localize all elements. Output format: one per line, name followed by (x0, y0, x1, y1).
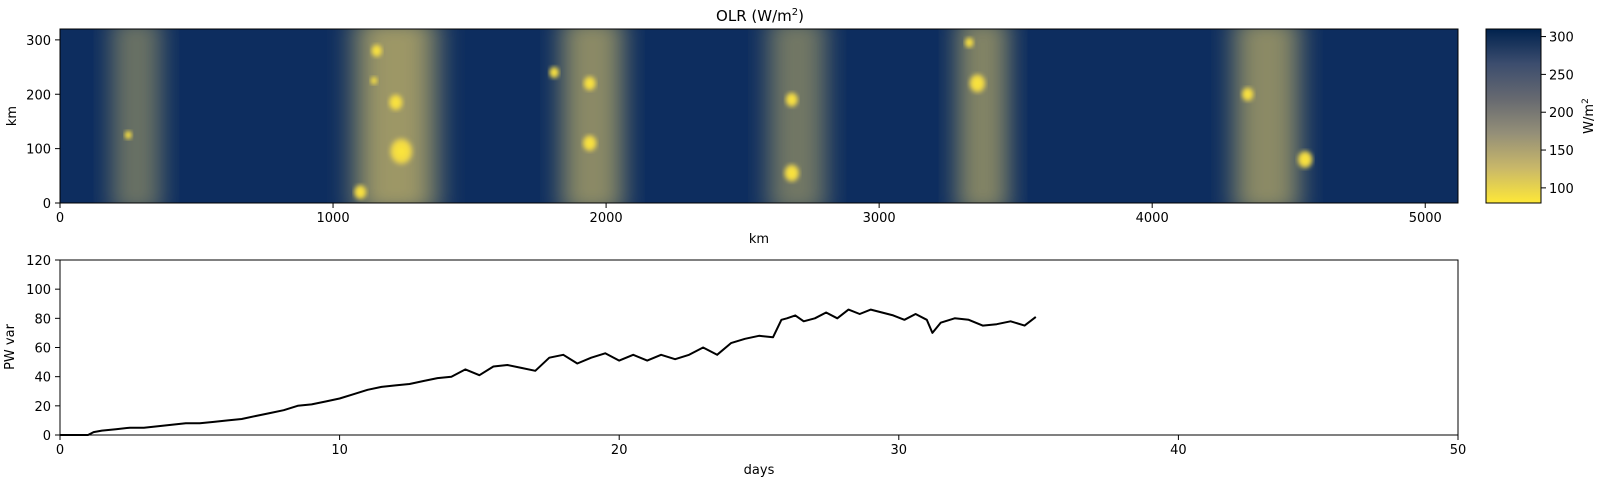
colorbar-tick-label: 250 (1549, 68, 1574, 83)
olr-cell-0 (124, 130, 133, 140)
olr-x-tick-label: 5000 (1409, 211, 1442, 226)
pwvar-y-label: PW var (3, 323, 18, 369)
olr-title: OLR (W/m2) (716, 7, 804, 25)
pwvar-y-tick-label: 60 (34, 342, 51, 357)
colorbar-tick-label: 200 (1549, 106, 1574, 121)
pwvar-x-tick-label: 40 (1170, 443, 1187, 458)
olr-heatmap (60, 29, 1458, 203)
olr-cell-5 (353, 184, 368, 200)
olr-y-tick-label: 300 (26, 34, 51, 49)
pwvar-x-tick-label: 30 (891, 443, 908, 458)
pwvar-x-tick-label: 10 (331, 443, 348, 458)
pwvar-x-tick-label: 0 (56, 443, 64, 458)
olr-x-tick-label: 3000 (863, 211, 896, 226)
olr-cell-12 (964, 36, 975, 49)
pwvar-y-tick-label: 20 (34, 400, 51, 415)
olr-x-label: km (749, 232, 769, 247)
olr-cells (124, 36, 1314, 200)
olr-cell-1 (370, 43, 383, 58)
olr-band-1 (338, 29, 454, 203)
olr-cell-2 (370, 76, 378, 86)
olr-y-tick-label: 100 (26, 143, 51, 158)
colorbar-tick-label: 300 (1549, 31, 1574, 46)
olr-band-4 (946, 29, 1020, 203)
pwvar-y-tick-label: 100 (26, 283, 51, 298)
olr-y-ticks: 0 100 200 300 (26, 34, 60, 212)
olr-panel: OLR (W/m2) 0 1000 2000 3000 4000 5000 0 100 200… (5, 7, 1459, 247)
olr-cell-9 (784, 91, 799, 108)
pwvar-y-ticks: 0 20 40 60 80 100 120 (26, 254, 60, 444)
olr-cell-13 (1241, 86, 1255, 102)
olr-band-5 (1220, 29, 1314, 203)
colorbar-tick-label: 150 (1549, 144, 1574, 159)
olr-cell-14 (1296, 150, 1314, 169)
olr-x-tick-label: 1000 (317, 211, 350, 226)
pwvar-x-label: days (744, 463, 775, 478)
olr-x-tick-label: 2000 (590, 211, 623, 226)
olr-x-tick-label: 4000 (1136, 211, 1169, 226)
colorbar-tick-label: 100 (1549, 182, 1574, 197)
olr-band-2 (548, 29, 637, 203)
pwvar-y-tick-label: 120 (26, 254, 51, 269)
pwvar-y-tick-label: 80 (34, 312, 51, 327)
pwvar-x-tick-label: 20 (611, 443, 628, 458)
olr-cell-4 (389, 137, 414, 166)
olr-band-3 (756, 29, 839, 203)
olr-cell-3 (388, 93, 404, 112)
olr-y-tick-label: 0 (43, 197, 51, 212)
olr-x-ticks: 0 1000 2000 3000 4000 5000 (56, 203, 1442, 226)
olr-x-tick-label: 0 (56, 211, 64, 226)
pwvar-series-line (60, 308, 1037, 436)
olr-cell-6 (548, 66, 560, 79)
olr-y-label: km (5, 106, 20, 126)
olr-cell-11 (968, 73, 987, 94)
pwvar-x-tick-label: 50 (1450, 443, 1467, 458)
olr-frame (59, 28, 1459, 204)
olr-cell-10 (783, 163, 800, 183)
colorbar-gradient (1485, 28, 1542, 204)
pwvar-panel: 0 10 20 30 40 50 0 20 40 60 80 100 120 days PW var (3, 254, 1466, 478)
olr-cell-7 (582, 75, 597, 92)
olr-band-0 (100, 29, 172, 203)
colorbar-label: W/m2 (1581, 98, 1597, 134)
olr-y-tick-label: 200 (26, 88, 51, 103)
pwvar-x-ticks: 0 10 20 30 40 50 (56, 435, 1466, 458)
colorbar-ticks: 100 150 200 250 300 (1541, 31, 1574, 197)
pwvar-y-tick-label: 0 (43, 429, 51, 444)
colorbar: 100 150 200 250 300 W/m2 (1485, 28, 1597, 204)
pwvar-frame (59, 259, 1459, 436)
olr-cell-8 (582, 134, 598, 152)
pwvar-y-tick-label: 40 (34, 371, 51, 386)
